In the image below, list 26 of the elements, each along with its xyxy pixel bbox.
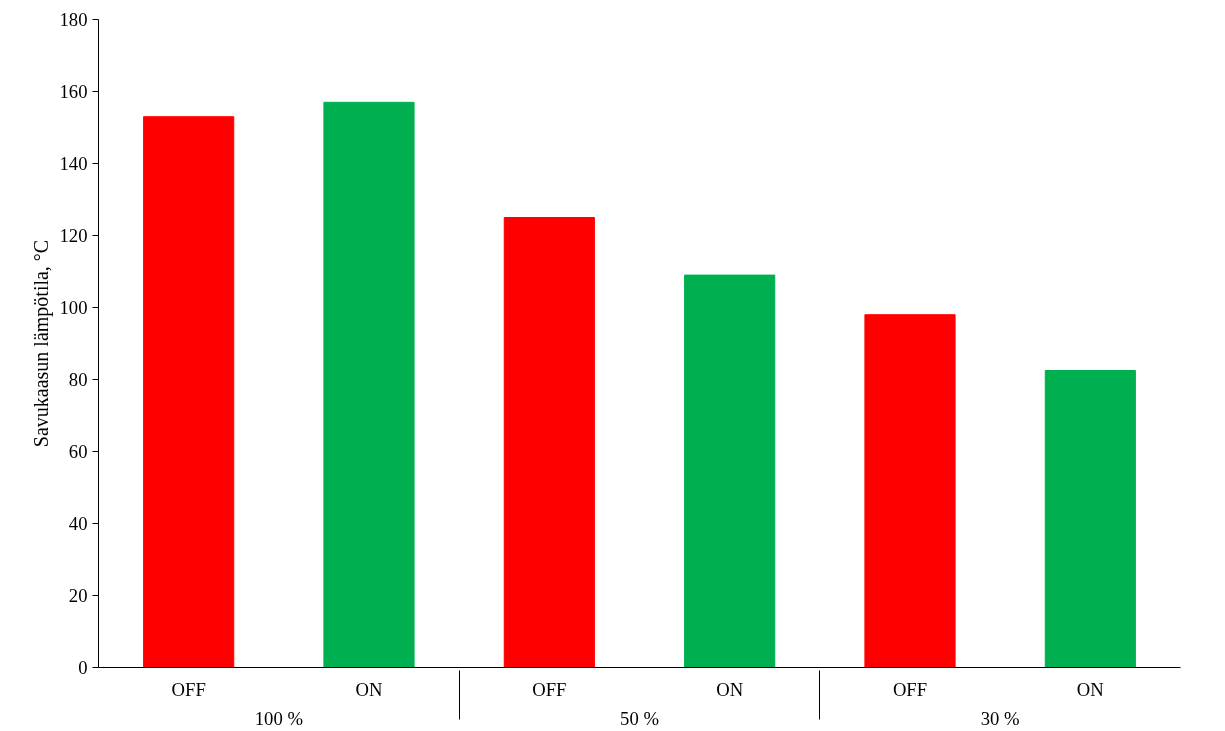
- y-axis-title: Savukaasun lämpötila, °C: [29, 239, 53, 448]
- y-tick-label: 40: [68, 513, 88, 534]
- x-tick-label: OFF: [171, 678, 206, 700]
- bar: [143, 116, 235, 668]
- y-tick-label: 60: [68, 441, 88, 462]
- y-tick-label: 0: [78, 657, 88, 678]
- bar: [864, 314, 956, 668]
- text: 30 %: [980, 707, 1020, 729]
- x-tick-label: OFF: [532, 678, 567, 700]
- bar: [503, 217, 595, 668]
- y-tick-label: 140: [59, 153, 88, 174]
- y-tick-label: 160: [59, 81, 88, 102]
- y-tick-label: 120: [59, 225, 88, 246]
- text: 50 %: [620, 707, 659, 729]
- y-tick-label: 100: [59, 297, 88, 318]
- bar: [1044, 370, 1136, 668]
- y-tick-label: 20: [68, 585, 88, 606]
- bar: [323, 101, 415, 668]
- x-tick-label: ON: [355, 678, 383, 700]
- y-tick-label: 80: [68, 369, 88, 390]
- x-tick-label: ON: [1076, 678, 1105, 700]
- x-tick-label: ON: [716, 678, 744, 700]
- y-tick-label: 180: [59, 9, 88, 30]
- x-tick-label: OFF: [892, 678, 928, 700]
- text: 100 %: [254, 707, 303, 729]
- bar: [684, 274, 776, 668]
